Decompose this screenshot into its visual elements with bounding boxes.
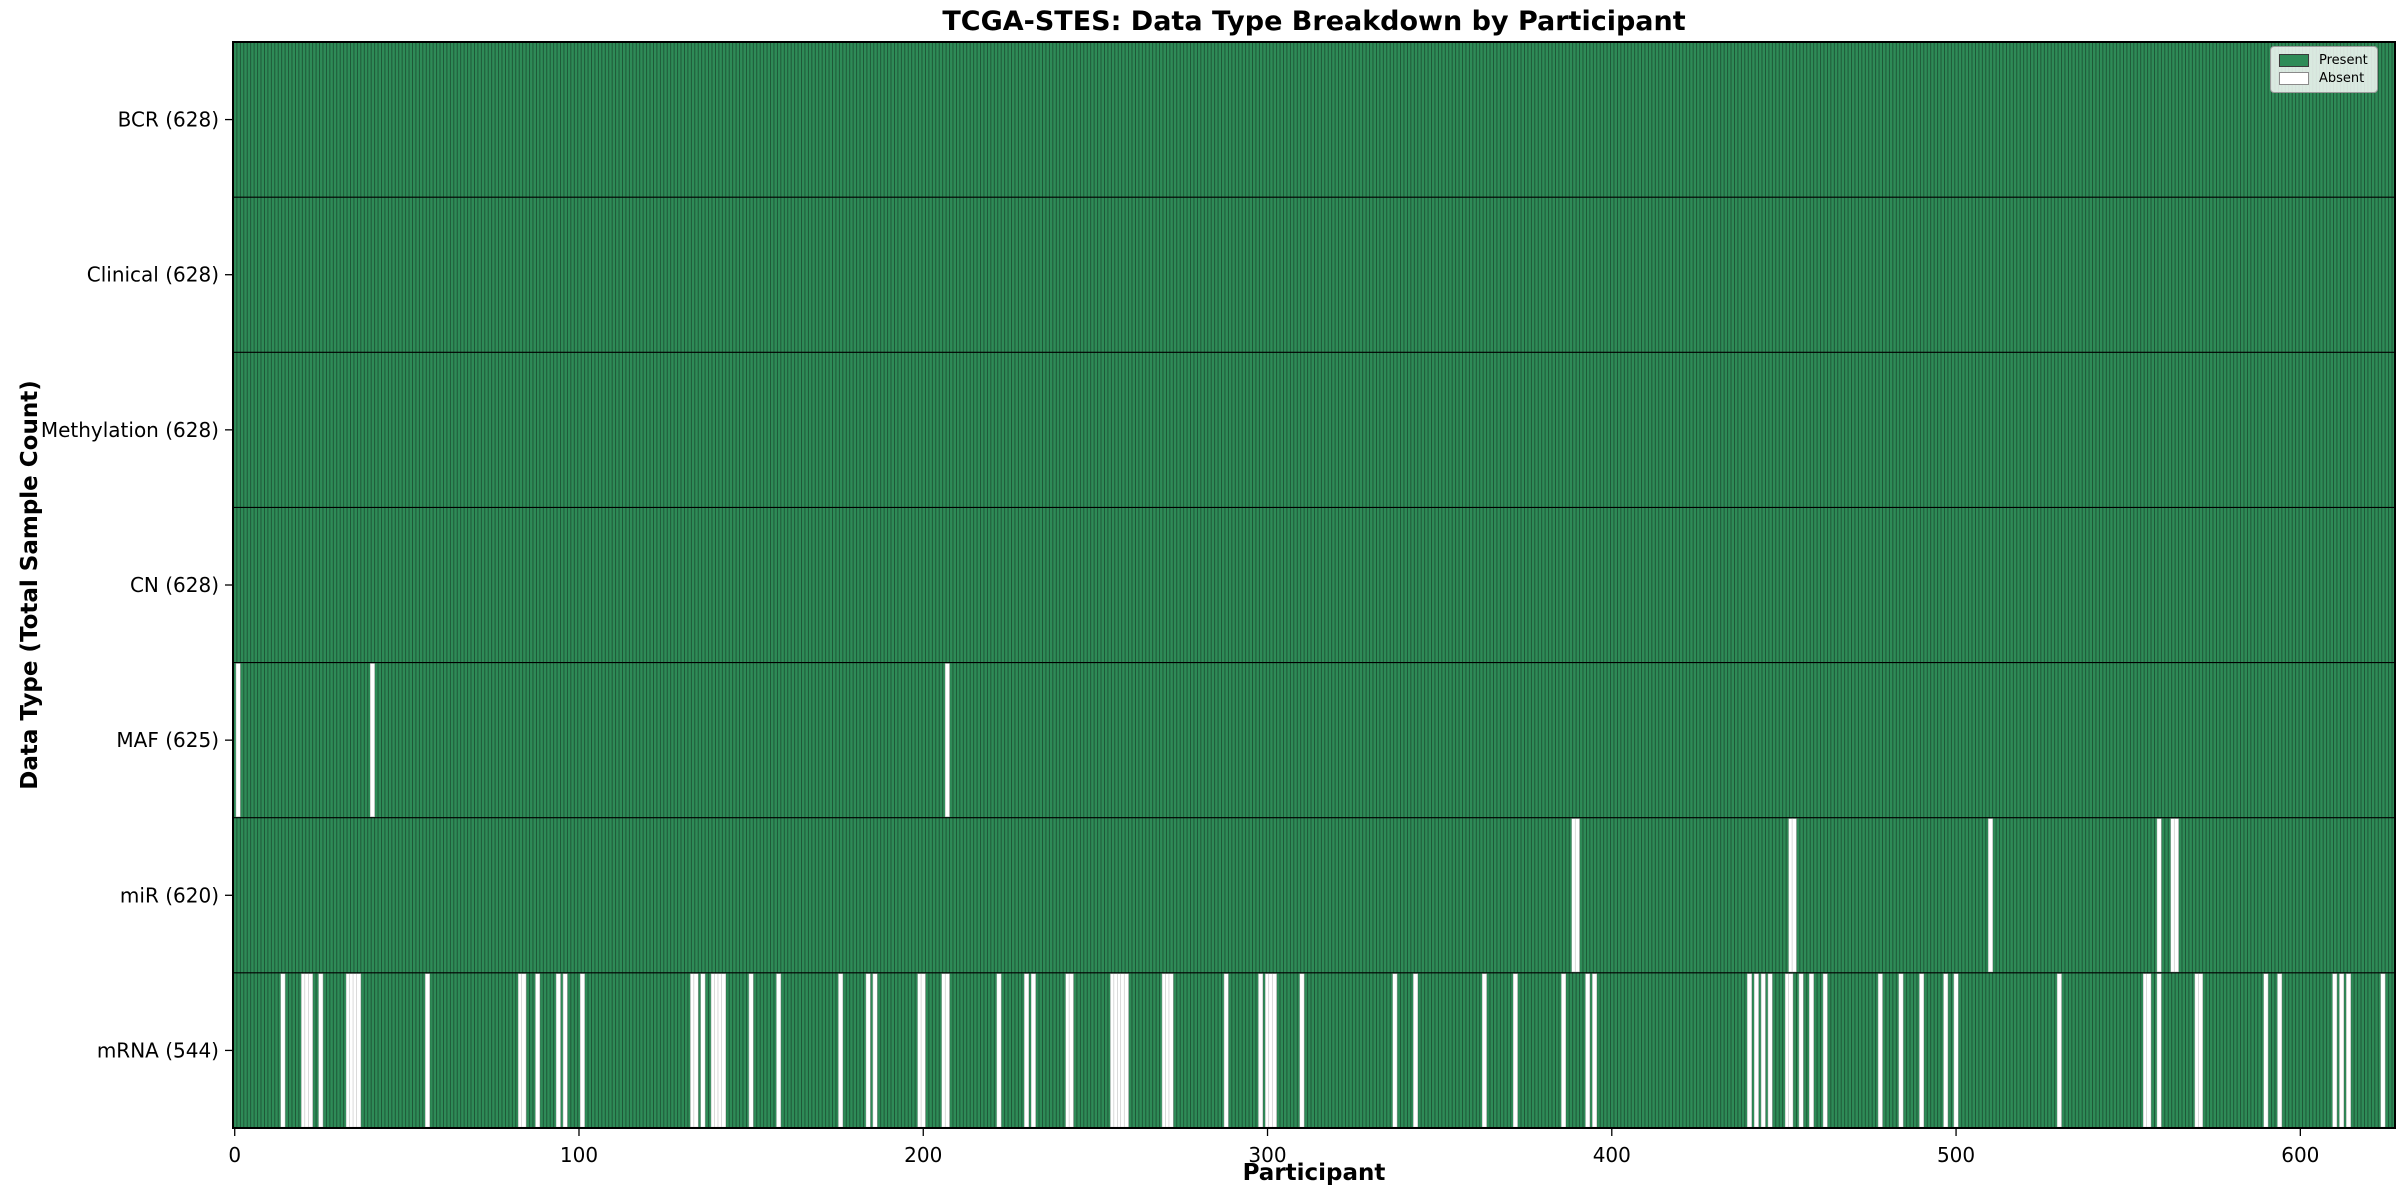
absent-bar-mRNA-207	[944, 973, 950, 1128]
absent-bar-mRNA-232	[1031, 973, 1036, 1128]
x-tick-label-0: 0	[228, 1143, 241, 1167]
absent-bar-mRNA-440	[1747, 973, 1752, 1128]
absent-bar-mRNA-624	[2380, 973, 2386, 1128]
absent-bar-mRNA-556	[2146, 973, 2152, 1128]
absent-bar-mRNA-500	[1953, 973, 1959, 1128]
absent-bar-mRNA-386	[1561, 973, 1567, 1128]
absent-bar-mRNA-222	[996, 973, 1002, 1128]
absent-bar-mRNA-96	[562, 973, 568, 1128]
absent-bar-mRNA-230	[1024, 973, 1029, 1128]
absent-bar-mRNA-36	[356, 973, 362, 1128]
absent-bar-mRNA-559	[2156, 973, 2162, 1128]
x-axis-label: Participant	[1242, 1160, 1386, 1186]
row-label-MAF: MAF (625)	[116, 728, 219, 752]
absent-bar-mRNA-614	[2346, 973, 2351, 1128]
absent-bar-mRNA-530	[2056, 973, 2062, 1128]
present-swatch-icon	[2279, 54, 2309, 67]
x-tick-label-300: 300	[1248, 1143, 1286, 1167]
absent-bar-mRNA-134	[693, 973, 699, 1128]
absent-bar-mRNA-84	[521, 973, 527, 1128]
absent-bar-mRNA-56	[425, 973, 430, 1128]
absent-bar-mRNA-302	[1271, 973, 1277, 1128]
absent-bar-mRNA-150	[748, 973, 754, 1128]
row-label-CN: CN (628)	[130, 573, 219, 597]
absent-bar-mRNA-88	[535, 973, 541, 1128]
absent-bar-mRNA-158	[776, 973, 782, 1128]
absent-swatch-icon	[2279, 72, 2309, 85]
x-tick-label-600: 600	[2281, 1143, 2319, 1167]
row-label-miR: miR (620)	[120, 883, 219, 907]
absent-bar-mRNA-363	[1481, 973, 1487, 1128]
absent-bar-mRNA-610	[2332, 973, 2338, 1128]
legend-entry-absent: Absent	[2279, 72, 2368, 85]
row-label-mRNA: mRNA (544)	[97, 1038, 219, 1062]
x-tick-label-100: 100	[560, 1143, 598, 1167]
absent-bar-mRNA-343	[1413, 973, 1418, 1128]
absent-bar-mRNA-298	[1258, 973, 1264, 1128]
absent-bar-mRNA-243	[1068, 973, 1074, 1128]
row-label-Methylation: Methylation (628)	[41, 418, 219, 442]
absent-bar-miR-453	[1791, 818, 1797, 973]
absent-bar-mRNA-458	[1809, 973, 1814, 1128]
absent-bar-MAF-207	[944, 663, 950, 818]
legend-label: Absent	[2319, 71, 2365, 86]
absent-bar-miR-510	[1988, 818, 1993, 973]
legend: Present Absent	[2270, 46, 2378, 93]
absent-bar-mRNA-184	[865, 973, 871, 1128]
absent-bar-miR-559	[2156, 818, 2162, 973]
absent-bar-mRNA-462	[1822, 973, 1828, 1128]
absent-bar-mRNA-25	[318, 973, 324, 1128]
x-tick-label-200: 200	[904, 1143, 942, 1167]
absent-bar-mRNA-497	[1943, 973, 1949, 1128]
absent-bar-mRNA-490	[1919, 973, 1925, 1128]
absent-bar-mRNA-444	[1760, 973, 1766, 1128]
absent-bar-miR-390	[1574, 818, 1580, 973]
absent-bar-mRNA-142	[721, 973, 727, 1128]
absent-bar-mRNA-22	[308, 973, 313, 1128]
absent-bar-miR-564	[2173, 818, 2179, 973]
absent-bar-mRNA-612	[2339, 973, 2345, 1128]
absent-bar-mRNA-136	[700, 973, 706, 1128]
absent-bar-mRNA-452	[1788, 973, 1794, 1128]
y-axis-label: Data Type (Total Sample Count)	[17, 380, 43, 790]
absent-bar-mRNA-200	[920, 973, 926, 1128]
absent-bar-mRNA-571	[2198, 973, 2203, 1128]
legend-entry-present: Present	[2279, 54, 2368, 67]
plot-border	[232, 41, 2396, 1129]
chart-title: TCGA-STES: Data Type Breakdown by Partic…	[942, 6, 1686, 37]
absent-bar-mRNA-446	[1767, 973, 1773, 1128]
row-label-BCR: BCR (628)	[118, 108, 219, 132]
x-tick-label-500: 500	[1937, 1143, 1975, 1167]
legend-label: Present	[2319, 53, 2368, 68]
absent-bar-mRNA-101	[580, 973, 585, 1128]
absent-bar-mRNA-442	[1753, 973, 1759, 1128]
row-label-Clinical: Clinical (628)	[87, 263, 219, 287]
absent-bar-mRNA-310	[1299, 973, 1305, 1128]
present-bars-field	[233, 42, 2395, 1128]
absent-bar-mRNA-372	[1512, 973, 1518, 1128]
absent-bar-mRNA-594	[2277, 973, 2283, 1128]
absent-bar-mRNA-259	[1123, 973, 1129, 1128]
absent-bar-mRNA-484	[1898, 973, 1904, 1128]
absent-bar-mRNA-455	[1798, 973, 1804, 1128]
absent-bar-mRNA-14	[280, 973, 286, 1128]
absent-bar-mRNA-590	[2263, 973, 2269, 1128]
absent-bar-MAF-40	[370, 663, 375, 818]
absent-bar-mRNA-393	[1585, 973, 1591, 1128]
absent-bar-mRNA-272	[1168, 973, 1174, 1128]
absent-bar-mRNA-478	[1877, 973, 1883, 1128]
absent-bar-mRNA-337	[1392, 973, 1398, 1128]
absent-bar-mRNA-395	[1592, 973, 1597, 1128]
absent-bar-MAF-1	[235, 663, 241, 818]
absent-bar-mRNA-288	[1223, 973, 1229, 1128]
absent-bar-mRNA-186	[872, 973, 878, 1128]
absent-bar-mRNA-94	[555, 973, 561, 1128]
x-tick-label-400: 400	[1593, 1143, 1631, 1167]
absent-bar-mRNA-176	[838, 973, 844, 1128]
